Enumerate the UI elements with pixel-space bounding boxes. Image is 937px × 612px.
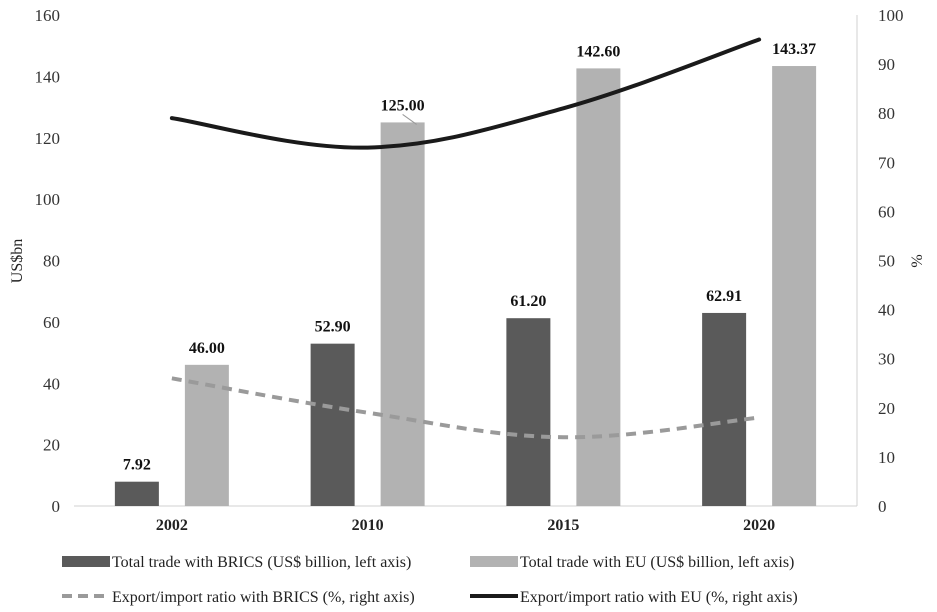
left-axis: 0 20 40 60 80 100 120 140 160 (35, 6, 857, 516)
legend-swatch (62, 556, 110, 567)
data-label: 61.20 (510, 293, 546, 310)
right-tick-label: 50 (878, 252, 895, 271)
left-tick-label: 20 (43, 436, 60, 455)
legend-label: Total trade with BRICS (US$ billion, lef… (112, 554, 411, 571)
left-tick-label: 0 (52, 497, 61, 516)
bar (506, 318, 551, 506)
left-tick-label: 60 (43, 313, 60, 332)
right-tick-label: 80 (878, 104, 895, 123)
data-label: 142.60 (576, 43, 620, 60)
bar (310, 343, 355, 506)
brics-ratio-line (171, 376, 760, 440)
right-tick-label: 70 (878, 153, 895, 172)
data-label: 143.37 (772, 41, 816, 58)
left-axis-title: US$bn (9, 239, 26, 283)
legend-label: Total trade with EU (US$ billion, left a… (520, 554, 794, 571)
label-leader-line (402, 113, 417, 125)
right-tick-label: 60 (878, 202, 895, 221)
category-label: 2020 (743, 517, 775, 534)
left-tick-label: 80 (43, 252, 60, 271)
right-tick-label: 90 (878, 55, 895, 74)
line-series (169, 37, 762, 440)
legend-label: Export/import ratio with BRICS (%, right… (112, 589, 415, 606)
data-label: 125.00 (381, 97, 425, 114)
left-tick-label: 100 (35, 190, 61, 209)
data-label: 7.92 (123, 457, 151, 474)
right-tick-label: 10 (878, 448, 895, 467)
left-tick-label: 40 (43, 374, 60, 393)
right-tick-label: 30 (878, 350, 895, 369)
bar (184, 364, 229, 506)
legend-label: Export/import ratio with EU (%, right ax… (520, 589, 798, 606)
legend-swatch (470, 556, 518, 567)
right-tick-label: 0 (878, 497, 887, 516)
category-axis: 2002 2010 2015 2020 (156, 517, 775, 534)
bar (576, 68, 621, 507)
right-tick-label: 20 (878, 399, 895, 418)
data-labels: 7.92 52.90 61.20 62.91 46.00 125.00 142.60 143.… (123, 41, 816, 474)
right-tick-label: 100 (878, 6, 904, 25)
data-label: 62.91 (706, 288, 742, 305)
bar (380, 122, 425, 506)
data-label: 52.90 (315, 319, 351, 336)
bar (114, 481, 159, 506)
right-tick-label: 40 (878, 301, 895, 320)
right-axis: 0 10 20 30 40 50 60 70 80 90 100 (856, 6, 904, 516)
category-label: 2002 (156, 517, 188, 534)
left-tick-label: 160 (35, 6, 61, 25)
category-label: 2015 (547, 517, 579, 534)
eu-ratio-line (169, 37, 762, 150)
legend: Total trade with BRICS (US$ billion, lef… (62, 554, 798, 606)
left-tick-label: 120 (35, 129, 61, 148)
bar (772, 66, 817, 506)
data-label: 46.00 (189, 340, 225, 357)
bar-series (114, 66, 817, 507)
right-axis-title: % (909, 254, 926, 267)
bar (702, 312, 747, 506)
category-label: 2010 (352, 517, 384, 534)
left-tick-label: 140 (35, 67, 61, 86)
